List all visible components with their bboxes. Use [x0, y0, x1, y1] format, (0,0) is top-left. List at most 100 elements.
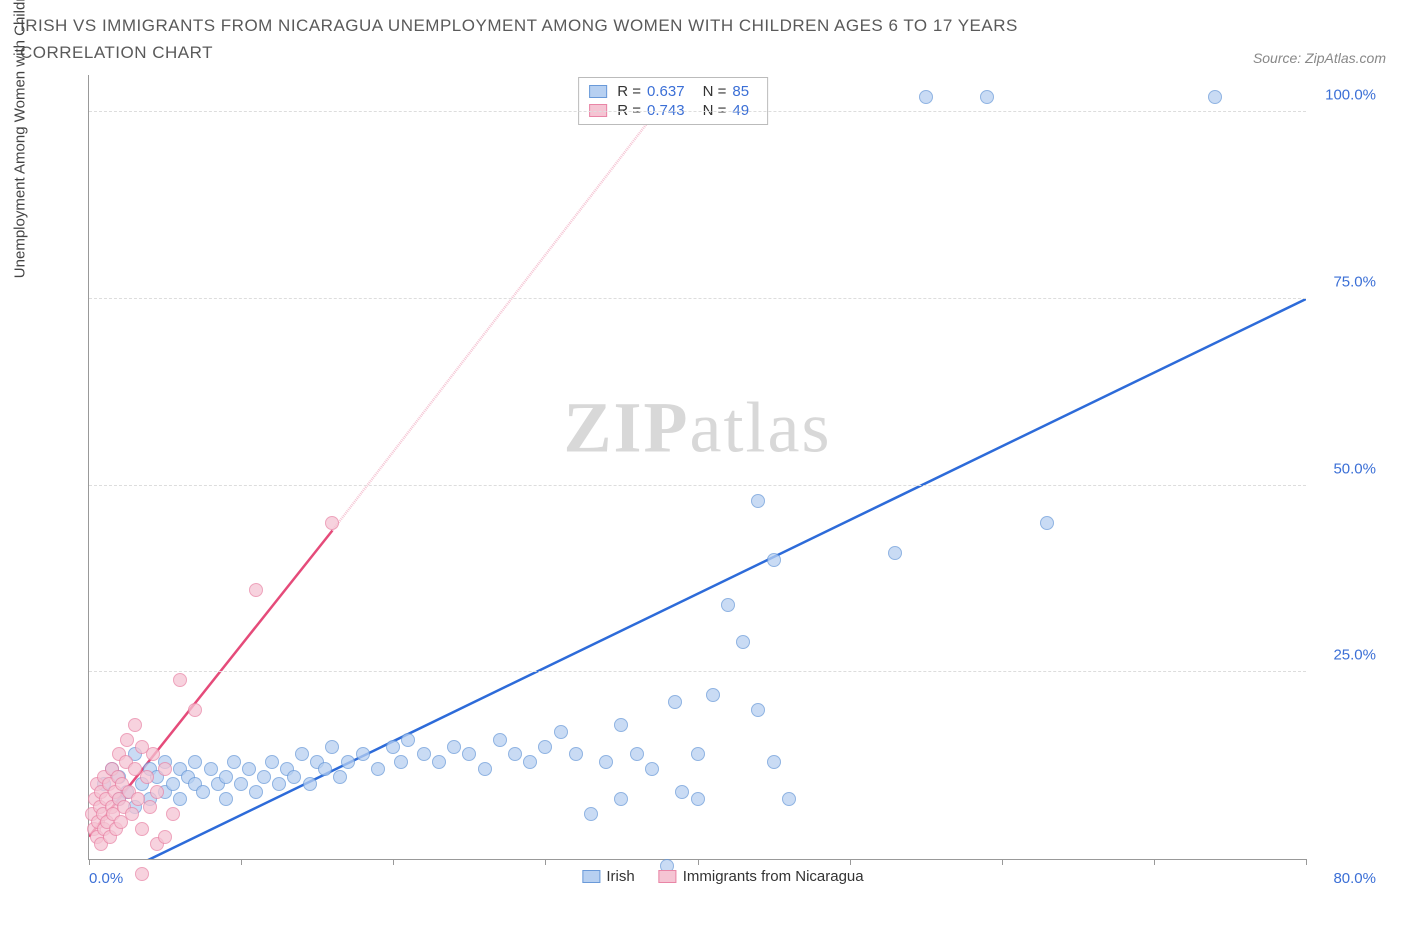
data-point	[188, 703, 202, 717]
data-point	[173, 792, 187, 806]
n-value: 85	[732, 83, 749, 100]
x-tick	[698, 859, 699, 865]
x-tick	[545, 859, 546, 865]
data-point	[219, 770, 233, 784]
chart-title: IRISH VS IMMIGRANTS FROM NICARAGUA UNEMP…	[20, 12, 1120, 66]
data-point	[767, 755, 781, 769]
y-tick-label: 100.0%	[1325, 87, 1376, 104]
data-point	[173, 673, 187, 687]
data-point	[272, 777, 286, 791]
data-point	[150, 785, 164, 799]
plot-area: ZIPatlas R =0.637N =85R =0.743N =49 0.0%…	[88, 75, 1306, 860]
data-point	[188, 755, 202, 769]
data-point	[135, 867, 149, 881]
legend-swatch	[659, 870, 677, 883]
data-point	[196, 785, 210, 799]
data-point	[166, 777, 180, 791]
data-point	[736, 635, 750, 649]
y-axis-label: Unemployment Among Women with Children A…	[12, 0, 29, 278]
trend-lines-layer	[89, 75, 1306, 859]
data-point	[135, 822, 149, 836]
data-point	[128, 718, 142, 732]
data-point	[751, 703, 765, 717]
data-point	[614, 718, 628, 732]
data-point	[1040, 516, 1054, 530]
data-point	[287, 770, 301, 784]
data-point	[630, 747, 644, 761]
data-point	[569, 747, 583, 761]
data-point	[523, 755, 537, 769]
legend-item: Immigrants from Nicaragua	[659, 868, 864, 885]
data-point	[888, 546, 902, 560]
data-point	[691, 792, 705, 806]
y-tick-label: 75.0%	[1333, 274, 1376, 291]
data-point	[432, 755, 446, 769]
gridline	[89, 298, 1306, 299]
x-tick	[241, 859, 242, 865]
x-tick	[89, 859, 90, 865]
data-point	[143, 800, 157, 814]
data-point	[691, 747, 705, 761]
data-point	[782, 792, 796, 806]
data-point	[120, 733, 134, 747]
data-point	[295, 747, 309, 761]
y-tick-label: 25.0%	[1333, 647, 1376, 664]
data-point	[751, 494, 765, 508]
data-point	[371, 762, 385, 776]
data-point	[508, 747, 522, 761]
x-axis-min-label: 0.0%	[89, 870, 123, 887]
data-point	[242, 762, 256, 776]
source-attribution: Source: ZipAtlas.com	[1253, 50, 1386, 66]
trend-line	[332, 97, 667, 530]
data-point	[146, 747, 160, 761]
data-point	[584, 807, 598, 821]
legend-label: Immigrants from Nicaragua	[683, 868, 864, 885]
data-point	[706, 688, 720, 702]
data-point	[919, 90, 933, 104]
data-point	[478, 762, 492, 776]
data-point	[980, 90, 994, 104]
stats-legend-row: R =0.637N =85	[589, 82, 757, 101]
data-point	[325, 740, 339, 754]
series-legend: Irish Immigrants from Nicaragua	[582, 868, 863, 885]
gridline	[89, 111, 1306, 112]
data-point	[401, 733, 415, 747]
data-point	[140, 770, 154, 784]
data-point	[386, 740, 400, 754]
data-point	[303, 777, 317, 791]
legend-item: Irish	[582, 868, 634, 885]
data-point	[721, 598, 735, 612]
x-tick	[1306, 859, 1307, 865]
x-tick	[1002, 859, 1003, 865]
data-point	[166, 807, 180, 821]
chart-container: Unemployment Among Women with Children A…	[60, 75, 1386, 890]
data-point	[249, 583, 263, 597]
data-point	[447, 740, 461, 754]
data-point	[668, 695, 682, 709]
data-point	[538, 740, 552, 754]
data-point	[234, 777, 248, 791]
gridline	[89, 671, 1306, 672]
x-tick	[850, 859, 851, 865]
data-point	[675, 785, 689, 799]
data-point	[1208, 90, 1222, 104]
data-point	[614, 792, 628, 806]
gridline	[89, 485, 1306, 486]
data-point	[204, 762, 218, 776]
data-point	[554, 725, 568, 739]
watermark: ZIPatlas	[564, 386, 832, 469]
data-point	[158, 762, 172, 776]
data-point	[257, 770, 271, 784]
data-point	[125, 807, 139, 821]
data-point	[493, 733, 507, 747]
x-tick	[1154, 859, 1155, 865]
data-point	[325, 516, 339, 530]
data-point	[767, 553, 781, 567]
r-value: 0.637	[647, 83, 685, 100]
legend-swatch	[582, 870, 600, 883]
data-point	[158, 830, 172, 844]
data-point	[462, 747, 476, 761]
data-point	[356, 747, 370, 761]
x-axis-max-label: 80.0%	[1333, 870, 1376, 887]
data-point	[341, 755, 355, 769]
